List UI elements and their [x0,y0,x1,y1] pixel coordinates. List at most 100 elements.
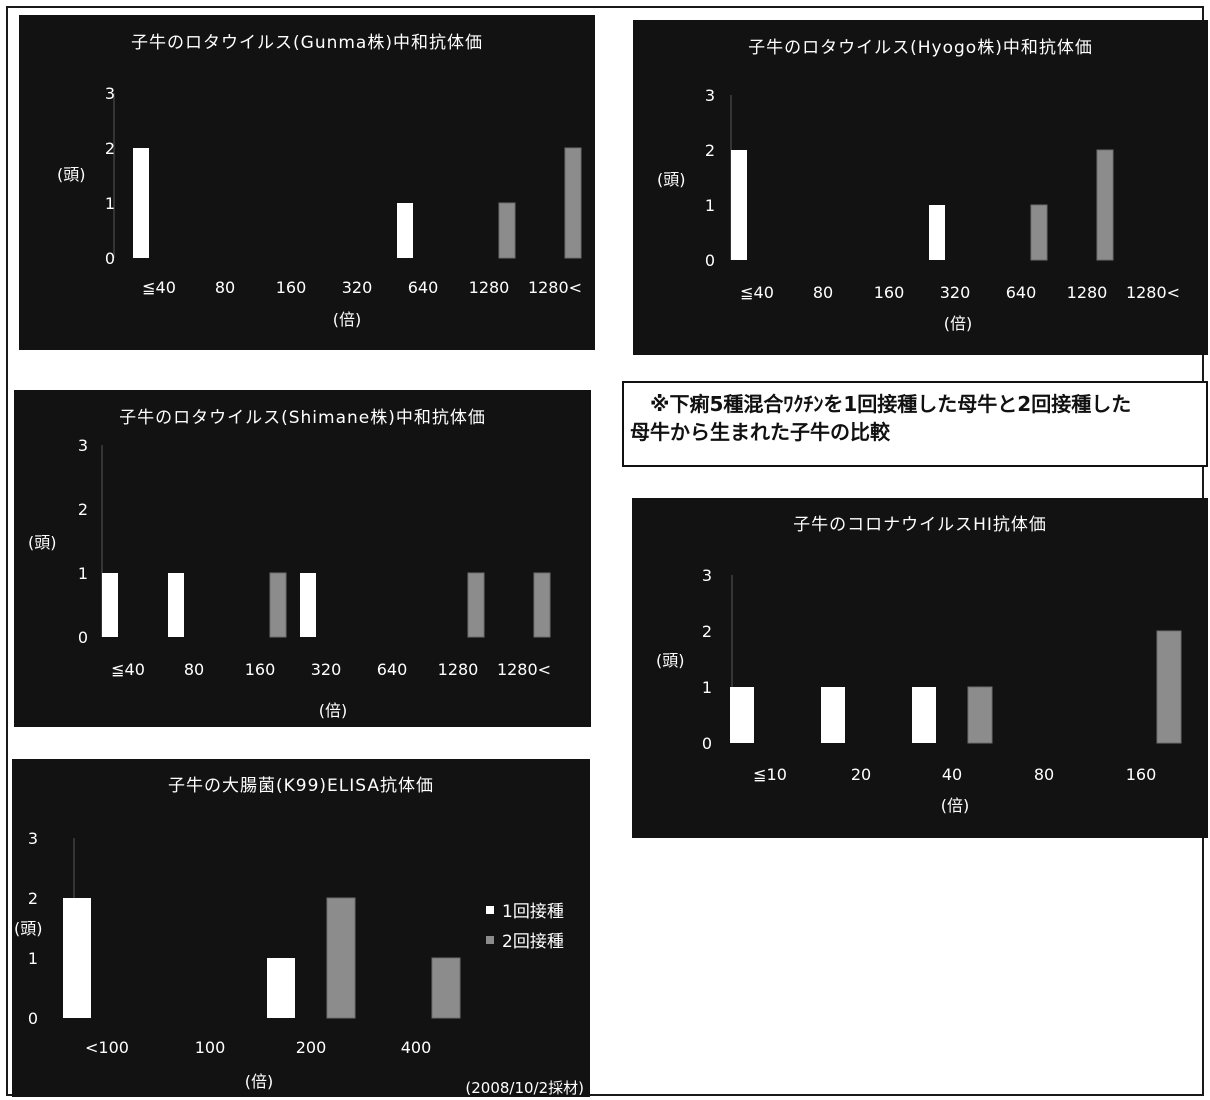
x-tick-label: 160 [1126,765,1157,784]
x-tick-label: 100 [195,1038,226,1057]
y-axis-unit: (頭) [657,170,686,189]
x-tick-label: ≦40 [740,283,774,302]
y-tick-label: 1 [78,564,88,583]
x-axis-unit: (倍) [333,310,362,329]
bar-once [929,205,945,260]
bar-twice [326,897,356,1019]
y-axis-unit: (頭) [57,165,86,184]
chart-svg-corona: 0 1 2 3 (頭) ≦10 20 40 80 160 (倍) [656,566,1182,815]
x-tick-label: ≦40 [142,278,176,297]
x-axis-unit: (倍) [944,314,973,333]
chart-panel-shimane: 子牛のロタウイルス(Shimane株)中和抗体価 0 1 2 3 (頭) ≦40 80 160… [14,390,591,727]
x-tick-label: 400 [401,1038,432,1057]
y-tick-label: 2 [702,622,712,641]
bar-once [102,573,118,637]
y-tick-label: 2 [105,139,115,158]
x-tick-label: 1280 [469,278,510,297]
x-tick-label: 640 [1006,283,1037,302]
chart-title-shimane: 子牛のロタウイルス(Shimane株)中和抗体価 [119,408,486,428]
y-tick-label: 3 [78,436,88,455]
y-tick-label: 2 [28,889,38,908]
x-tick-label: 640 [377,660,408,679]
y-tick-label: 2 [705,141,715,160]
bar-twice [269,572,287,638]
chart-title-gunma: 子牛のロタウイルス(Gunma株)中和抗体価 [131,33,483,53]
x-tick-label: 200 [296,1038,327,1057]
y-tick-label: 0 [105,249,115,268]
bar-twice [1156,630,1182,744]
chart-svg-hyogo: 0 1 2 3 (頭) ≦40 80 160 320 640 1280 1280< (倍) [657,86,1180,333]
x-tick-label: 80 [184,660,204,679]
x-tick-label: 160 [245,660,276,679]
y-tick-label: 3 [705,86,715,105]
chart-panel-gunma: 子牛のロタウイルス(Gunma株)中和抗体価 0 1 2 3 (頭) ≦40 80 160 32… [19,15,595,350]
y-tick-label: 1 [105,194,115,213]
bar-twice [967,686,993,744]
chart-title-ecoli: 子牛の大腸菌(K99)ELISA抗体価 [167,776,434,796]
x-tick-label: <100 [85,1038,129,1057]
bar-once [821,687,845,743]
x-tick-label: 1280 [1067,283,1108,302]
y-tick-label: 1 [28,949,38,968]
y-tick-label: 3 [105,84,115,103]
y-axis-unit: (頭) [656,651,685,670]
x-tick-label: 320 [342,278,373,297]
legend-label-twice: 2回接種 [502,932,564,952]
y-axis-unit: (頭) [14,919,43,938]
bar-once [267,958,295,1018]
legend-swatch-twice [486,936,494,944]
x-tick-label: 320 [311,660,342,679]
bar-once [731,150,747,260]
bar-twice [1030,204,1048,261]
x-axis-unit: (倍) [941,796,970,815]
y-tick-label: 1 [705,196,715,215]
bar-once [168,573,184,637]
bar-twice [564,147,582,259]
y-tick-label: 3 [28,829,38,848]
y-tick-label: 1 [702,678,712,697]
sampling-date-note: (2008/10/2採材) [465,1079,584,1097]
note-line-1: ※下痢5種混合ﾜｸﾁﾝを1回接種した母牛と2回接種した [650,392,1132,416]
y-tick-label: 0 [702,734,712,753]
legend-swatch-once [486,906,494,914]
y-tick-label: 0 [28,1009,38,1028]
note-line-2: 母牛から生まれた子牛の比較 [630,420,890,444]
chart-svg-gunma: 0 1 2 3 (頭) ≦40 80 160 320 640 1280 1280< (倍) [57,84,582,329]
legend-label-once: 1回接種 [502,902,564,922]
chart-title-hyogo: 子牛のロタウイルス(Hyogo株)中和抗体価 [748,38,1093,58]
bar-once [300,573,316,637]
bar-twice [467,572,485,638]
x-tick-label: 80 [813,283,833,302]
chart-svg-shimane: 0 1 2 3 (頭) ≦40 80 160 320 640 1280 1280< (倍) [28,436,551,720]
bar-twice [431,957,461,1019]
x-tick-label: 1280< [528,278,582,297]
x-tick-label: 1280< [1126,283,1180,302]
x-tick-label: 160 [874,283,905,302]
y-tick-label: 2 [78,500,88,519]
y-tick-label: 0 [78,628,88,647]
chart-panel-hyogo: 子牛のロタウイルス(Hyogo株)中和抗体価 0 1 2 3 (頭) ≦40 80 160 32… [633,20,1208,355]
x-tick-label: 1280< [497,660,551,679]
bar-once [133,148,149,258]
x-tick-label: 320 [940,283,971,302]
chart-panel-ecoli: 子牛の大腸菌(K99)ELISA抗体価 0 1 2 3 (頭) <100 100 200 400… [12,759,590,1097]
bar-twice [533,572,551,638]
x-tick-label: 80 [215,278,235,297]
x-tick-label: ≦40 [111,660,145,679]
comparison-note: ※下痢5種混合ﾜｸﾁﾝを1回接種した母牛と2回接種した 母牛から生まれた子牛の比… [622,381,1208,467]
chart-panel-corona: 子牛のコロナウイルスHI抗体価 0 1 2 3 (頭) ≦10 20 40 80 160 (倍) [632,498,1208,838]
bar-twice [1096,149,1114,261]
x-tick-label: ≦10 [753,765,787,784]
x-tick-label: 160 [276,278,307,297]
bar-twice [498,202,516,259]
bar-once [63,898,91,1018]
x-tick-label: 20 [851,765,871,784]
x-tick-label: 80 [1034,765,1054,784]
bar-once [912,687,936,743]
chart-title-corona: 子牛のコロナウイルスHI抗体価 [793,515,1047,535]
y-tick-label: 3 [702,566,712,585]
bar-once [730,687,754,743]
x-axis-unit: (倍) [245,1072,274,1091]
x-axis-unit: (倍) [319,701,348,720]
x-tick-label: 640 [408,278,439,297]
